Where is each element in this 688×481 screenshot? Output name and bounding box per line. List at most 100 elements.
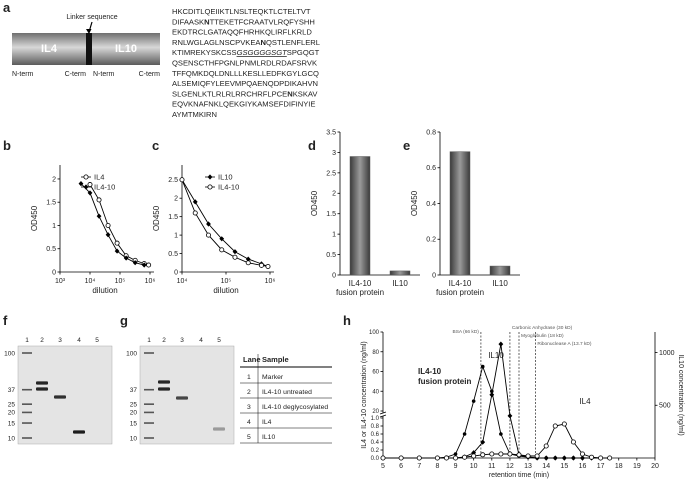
data-point [132,260,138,266]
y-tick-label: 0.4 [371,440,380,446]
data-point [598,455,604,461]
table-cell: 3 [247,404,251,411]
x-tick-label: 10³ [55,278,66,285]
x-tick-label: 5 [381,463,385,470]
y-tick-label: 0.8 [371,424,380,430]
y-tick-label: 1 [174,233,178,240]
bar [389,270,411,276]
y-tick-label: 20 [372,409,379,415]
series-line [80,183,145,266]
y-tick-label: 0.8 [426,129,436,136]
bar [489,265,511,276]
data-point [471,399,476,403]
sequence-line: RNLWGLAGLNSCPVKEANQSTLENFLERL [172,38,320,47]
mw-label: 10 [8,435,16,442]
ladder-band [22,422,32,424]
x-tick-label: 16 [579,463,587,470]
y-tick-label: 2 [332,191,336,198]
data-point [453,455,459,461]
y-tick-label: 100 [369,330,380,336]
data-point [480,452,486,458]
sequence-segment: TTEKETFCRAATVLRQFYSHH [210,17,315,26]
table-cell: IL4-10 deglycosylated [262,404,328,411]
data-point [543,455,549,461]
data-point [499,432,503,436]
mw-label: 15 [8,420,16,427]
terminus-label: C-term [139,71,161,78]
x-tick-label: 10⁶ [145,278,156,285]
sequence-line: KTIMREKYSKCSSGSGGGGSGTSPGQGT [172,48,320,57]
lane-label: 1 [147,337,151,344]
annotation: Carbonic Anhydrase (30 kD) [512,325,573,331]
data-point [78,181,84,187]
x-tick-label: 14 [542,463,550,470]
terminus-label: C-term [65,71,87,78]
axis-break [379,414,387,418]
sequence-segment: N [287,89,292,98]
lane-label: 1 [25,337,29,344]
gel-band [54,395,66,399]
data-point [543,443,549,449]
data-point [471,453,477,459]
axis-break [379,411,387,415]
data-point [398,455,404,461]
legend-label: IL4-10 [218,183,239,192]
bar [349,156,371,276]
x-tick-label: 11 [488,463,495,470]
table-cell: 2 [247,389,251,396]
data-point [507,413,513,419]
legend-label: IL10 [218,173,233,182]
ladder-band [144,437,154,439]
x-tick-label: IL10 [392,279,408,288]
ladder-band [22,437,32,439]
ladder-band [144,422,154,424]
y-tick-label: 3 [332,150,336,157]
terminus-label: N-term [93,71,115,78]
y-tick-label: 0.5 [326,252,336,259]
data-point [462,454,468,460]
ladder-band [22,388,32,391]
y-axis-title: OD450 [30,205,39,231]
y-tick-label: 2 [52,176,56,183]
panel-label: a [3,0,11,15]
data-point [146,262,152,268]
ladder-band [22,411,32,414]
bar [449,151,471,276]
data-point [534,453,540,459]
gel-band [158,387,170,391]
y-tick-label: 1.5 [168,214,178,221]
sequence-segment: TFFQMKDQLDNLLLKESLLEDFKGYLGCQ [172,69,319,78]
y-axis-title: OD450 [152,205,161,231]
data-point [105,232,111,238]
y-tick-label: 0.2 [426,237,436,244]
x-tick-label: 15 [560,463,568,470]
y-tick-label: 1 [332,232,336,239]
x-tick-label: 10⁶ [265,278,276,285]
y-tick-label: 0 [432,272,436,279]
data-point [489,451,495,457]
data-point [232,249,238,255]
gel [139,345,235,445]
x-tick-label: 6 [399,463,403,470]
sequence-line: ALSEMIQFYLEEVMPQAENQDPDIKAHVN [172,79,318,88]
x-tick-label: 10 [470,463,478,470]
legend-label: IL4-10 [94,183,115,192]
data-point [179,177,185,183]
sequence-segment: ALSEMIQFYLEEVMPQAENQDPDIKAHVN [172,79,318,88]
y-tick-label: 1.5 [326,211,336,218]
data-point [258,262,264,268]
table-cell: 5 [247,434,251,441]
lane-label: 5 [217,337,221,344]
table-header: Sample [262,355,289,364]
linker-label: Linker sequence [66,14,117,21]
table-cell: 4 [247,419,251,426]
legend-marker [207,184,213,190]
table-cell: IL4-10 untreated [262,389,312,396]
gel [17,345,113,445]
y-tick-label: 0 [174,269,178,276]
x-axis-title: dilution [213,286,238,295]
mw-label: 25 [130,401,138,408]
domain-label: IL4 [41,43,58,55]
data-point [114,248,120,254]
